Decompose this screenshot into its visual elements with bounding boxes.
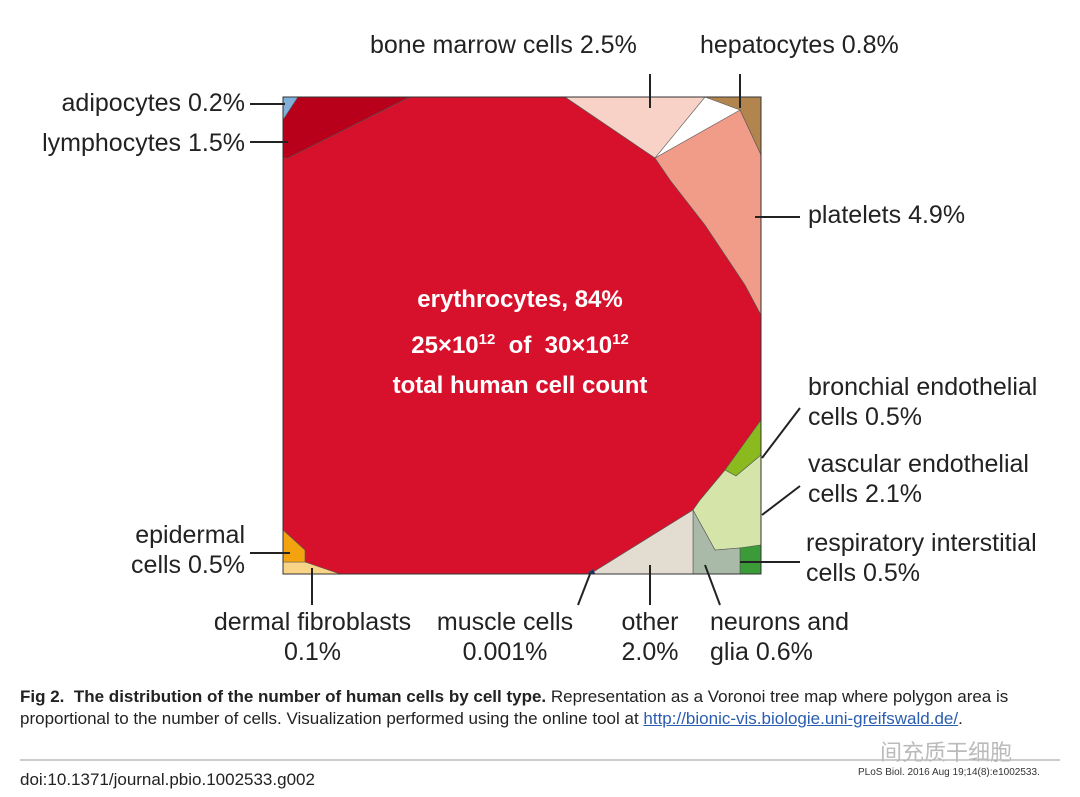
category-label: erythrocytes, — [417, 286, 569, 313]
caption-label: Fig 2. — [20, 687, 65, 706]
value-label: 0.1% — [284, 638, 341, 666]
center-note: erythrocytes, 84% 25×1012 of 30×1012 tot… — [300, 280, 740, 406]
doi: doi:10.1371/journal.pbio.1002533.g002 — [20, 770, 315, 789]
category-label: other — [621, 608, 679, 636]
category-label: respiratory interstitial cells — [806, 529, 1037, 587]
cell-polygon — [654, 109, 762, 316]
value-label: 0.5% — [188, 551, 245, 579]
value-label: 0.5% — [864, 403, 922, 431]
cell-label: bronchial endothelial cells 0.5% — [808, 372, 1078, 432]
note-text: of — [508, 332, 532, 359]
note-text: total human cell count — [392, 372, 648, 399]
value-label: 0.6% — [755, 638, 813, 666]
cell-polygon — [739, 544, 762, 575]
cell-label: other 2.0% — [605, 607, 695, 667]
note-line: 25×1012 of 30×1012 — [300, 320, 740, 366]
caption: Fig 2. The distribution of the number of… — [20, 686, 1050, 730]
frame — [282, 96, 762, 575]
caption-text: Representation as a Voronoi tree map whe… — [20, 687, 1009, 728]
category-label: hepatocytes — [700, 31, 835, 59]
value-label: 0.5% — [862, 559, 920, 587]
cell-label: muscle cells 0.001% — [420, 607, 590, 667]
cell-label: respiratory interstitial cells 0.5% — [806, 528, 1074, 588]
category-label: muscle cells — [436, 608, 574, 636]
cell-label: bone marrow cells 2.5% — [370, 30, 680, 60]
caption-end: . — [958, 709, 963, 728]
category-label: adipocytes — [61, 89, 182, 117]
category-label: vascular endothelial cells — [808, 450, 1029, 508]
note-exp: 12 — [612, 331, 629, 348]
category-label: bronchial endothelial cells — [808, 373, 1038, 431]
category-label: bone marrow cells — [370, 31, 573, 59]
category-label: dermal fibroblasts — [213, 608, 412, 636]
value-label: 4.9% — [908, 201, 966, 229]
citation: PLoS Biol. 2016 Aug 19;14(8):e1002533. — [858, 767, 1040, 778]
value-label: 1.5% — [188, 129, 245, 157]
value-label: 0.001% — [462, 638, 548, 666]
cell-label: adipocytes 0.2% — [20, 88, 245, 118]
note-text: 25×10 — [411, 332, 479, 359]
value-label: 2.0% — [621, 638, 679, 666]
category-label: epidermal cells — [131, 521, 245, 579]
cell-label: dermal fibroblasts 0.1% — [205, 607, 420, 667]
leader-lines — [250, 74, 801, 606]
watermark: 间充质干细胞 — [880, 740, 1013, 765]
category-label: lymphocytes — [42, 129, 182, 157]
note-text: 30×10 — [544, 332, 613, 359]
center-label: erythrocytes, 84% — [300, 280, 740, 320]
caption-title: The distribution of the number of human … — [73, 687, 547, 706]
caption-link[interactable]: http://bionic-vis.biologie.uni-greifswal… — [643, 709, 959, 728]
cell-label: epidermal cells 0.5% — [100, 520, 245, 580]
cell-label: platelets 4.9% — [808, 200, 1008, 230]
value-label: 2.5% — [579, 31, 637, 59]
category-label: platelets — [808, 201, 902, 229]
note-exp: 12 — [478, 331, 496, 348]
cell-label: vascular endothelial cells 2.1% — [808, 449, 1068, 509]
cell-label: neurons and glia 0.6% — [710, 607, 890, 667]
value-label: 0.2% — [188, 89, 245, 117]
category-label: neurons and glia — [710, 608, 850, 666]
value-label: 2.1% — [864, 480, 922, 508]
value-label: 84% — [574, 286, 623, 313]
cell-label: lymphocytes 1.5% — [0, 128, 245, 158]
value-label: 0.8% — [841, 31, 899, 59]
cell-label: hepatocytes 0.8% — [700, 30, 930, 60]
